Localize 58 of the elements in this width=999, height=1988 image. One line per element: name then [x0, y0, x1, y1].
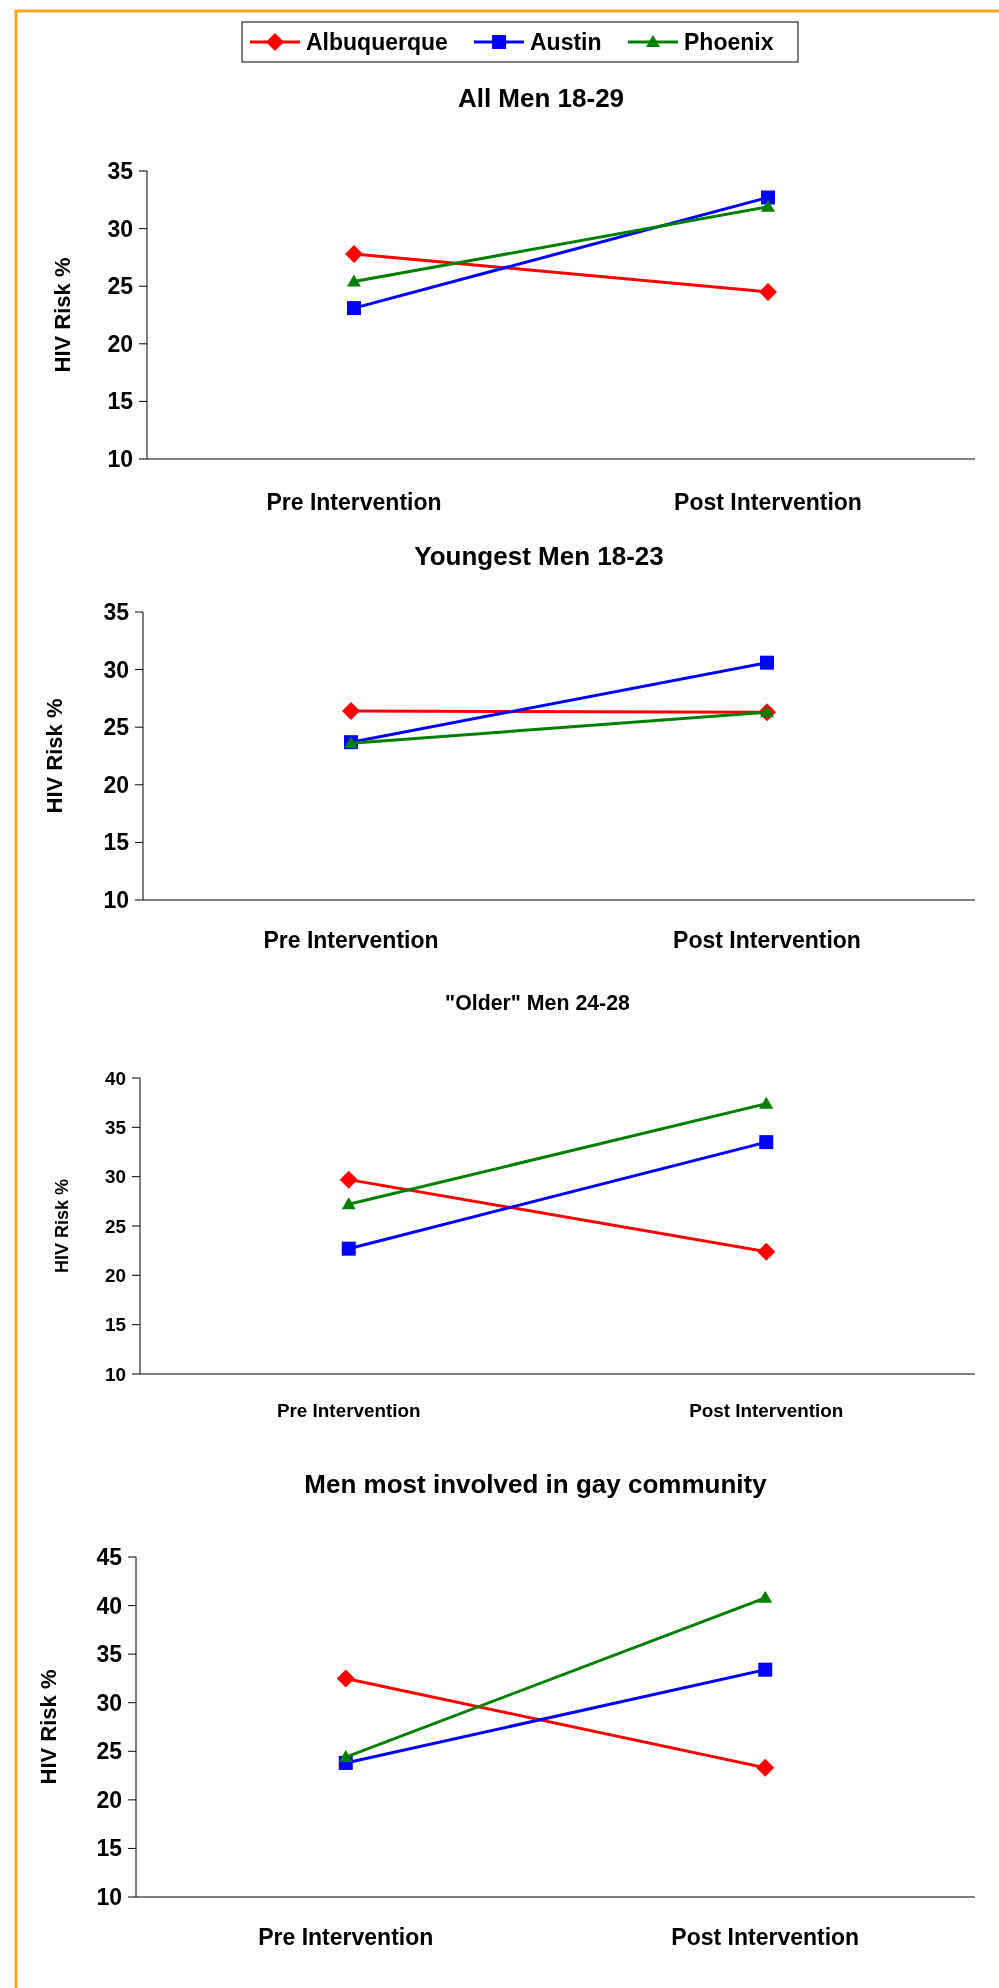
y-tick-label: 25 — [103, 714, 130, 741]
x-tick-label: Post Intervention — [671, 1924, 860, 1950]
point — [760, 655, 774, 670]
y-tick-label: 15 — [96, 1835, 123, 1862]
y-tick-label: 45 — [96, 1544, 123, 1570]
y-tick-label: 35 — [107, 158, 134, 184]
x-tick-label: Post Intervention — [689, 1400, 844, 1421]
x-tick-label: Pre Intervention — [276, 1400, 421, 1421]
y-tick-label: 10 — [107, 446, 133, 472]
chart-title: Youngest Men 18-23 — [414, 541, 664, 571]
point — [758, 1662, 773, 1677]
y-tick-label: 25 — [107, 273, 134, 300]
y-axis-title: HIV Risk % — [42, 698, 67, 814]
point — [757, 1242, 776, 1261]
y-tick-label: 25 — [105, 1215, 126, 1237]
point — [759, 1135, 774, 1150]
y-axis-title: HIV Risk % — [52, 1178, 72, 1274]
y-tick-label: 15 — [105, 1314, 126, 1336]
x-tick-label: Post Intervention — [674, 489, 862, 515]
y-tick-label: 10 — [103, 887, 129, 913]
y-tick-label: 35 — [96, 1641, 123, 1668]
y-tick-label: 20 — [107, 330, 133, 357]
point — [347, 301, 361, 316]
y-tick-label: 25 — [96, 1738, 123, 1765]
y-tick-label: 20 — [105, 1264, 126, 1286]
y-axis-title: HIV Risk % — [50, 257, 75, 373]
y-tick-label: 20 — [96, 1786, 122, 1813]
y-tick-label: 15 — [103, 829, 130, 856]
x-tick-label: Pre Intervention — [258, 1924, 434, 1950]
y-tick-label: 40 — [105, 1067, 126, 1089]
x-tick-label: Pre Intervention — [266, 489, 442, 515]
legend-label: Austin — [530, 29, 602, 55]
y-tick-label: 30 — [105, 1166, 126, 1188]
y-tick-label: 30 — [103, 656, 129, 683]
y-tick-label: 10 — [96, 1884, 122, 1910]
legend-label: Albuquerque — [306, 29, 448, 55]
y-tick-label: 30 — [107, 215, 133, 242]
y-tick-label: 35 — [105, 1116, 126, 1138]
chart-title: "Older" Men 24-28 — [445, 991, 631, 1015]
point — [341, 1241, 356, 1256]
chart-title: All Men 18-29 — [457, 83, 625, 113]
y-tick-label: 10 — [105, 1363, 126, 1385]
x-tick-label: Pre Intervention — [263, 927, 439, 953]
y-tick-label: 20 — [103, 771, 129, 798]
point — [759, 282, 777, 301]
x-tick-label: Post Intervention — [673, 927, 861, 953]
point — [339, 1170, 358, 1189]
point — [345, 244, 363, 263]
point — [336, 1669, 355, 1688]
point — [342, 702, 360, 721]
y-tick-label: 15 — [107, 388, 134, 415]
y-tick-label: 30 — [96, 1689, 122, 1716]
chart-title: Men most involved in gay community — [304, 1469, 768, 1499]
legend-label: Phoenix — [684, 29, 774, 55]
y-axis-title: HIV Risk % — [36, 1669, 61, 1785]
y-tick-label: 40 — [96, 1592, 122, 1619]
point — [756, 1758, 775, 1777]
y-tick-label: 35 — [103, 599, 130, 625]
